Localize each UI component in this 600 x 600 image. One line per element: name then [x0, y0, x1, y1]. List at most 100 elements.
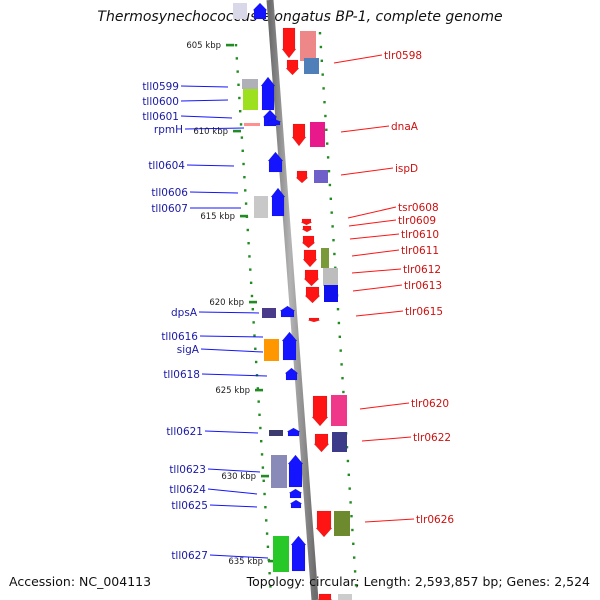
tick-mark — [329, 197, 332, 200]
gene-domain-box — [300, 31, 316, 61]
gene-arrow-forward — [295, 170, 309, 184]
gene-label-ispd: ispD — [395, 163, 418, 175]
tick-mark — [260, 440, 263, 443]
gene-domain-box — [242, 79, 258, 89]
tick-mark — [321, 73, 324, 76]
gene-label-tlr0611: tlr0611 — [401, 245, 439, 257]
leader-line — [198, 311, 260, 314]
gene-arrow-forward — [300, 218, 313, 226]
tick-mark — [261, 466, 265, 469]
tick-mark — [353, 556, 356, 559]
gene-label-tll0625: tll0625 — [171, 500, 208, 512]
gene-label-tlr0622: tlr0622 — [413, 432, 451, 444]
tick-mark — [326, 156, 330, 159]
tick-mark — [242, 162, 245, 166]
leader-line — [355, 310, 404, 317]
tick-mark — [260, 453, 264, 456]
tick-mark — [269, 585, 272, 588]
tick-mark — [348, 487, 351, 490]
tick-mark — [250, 294, 254, 298]
gene-domain-box — [314, 170, 328, 183]
gene-label-tll0601: tll0601 — [142, 111, 179, 123]
leader-line — [180, 115, 233, 119]
gene-arrow-reverse — [284, 367, 299, 381]
tick-mark — [326, 142, 329, 145]
scale-label: 635 kbp — [228, 557, 263, 567]
scale-label: 625 kbp — [215, 386, 250, 396]
gene-label-rpmh: rpmH — [154, 124, 183, 136]
gene-arrow-reverse — [286, 427, 301, 437]
gene-domain-box — [321, 248, 329, 268]
gene-domain-box — [244, 123, 260, 126]
leader-line — [364, 518, 415, 523]
tick-mark — [346, 459, 350, 463]
gene-arrow-reverse — [279, 305, 296, 318]
tick-mark — [236, 70, 239, 73]
gene-arrow-reverse — [270, 187, 286, 217]
gene-domain-box — [269, 430, 283, 436]
tick-mark — [319, 45, 323, 49]
tick-mark — [327, 170, 331, 173]
gene-label-tlr0598: tlr0598 — [384, 50, 422, 62]
gene-label-tll0624: tll0624 — [169, 484, 206, 496]
gene-arrow-reverse — [289, 499, 303, 509]
gene-label-siga: sigA — [177, 344, 200, 356]
gene-arrow-reverse — [267, 151, 284, 173]
gene-label-tll0623: tll0623 — [169, 464, 206, 476]
gene-arrow-forward — [313, 433, 330, 453]
leader-line — [180, 99, 229, 102]
gene-arrow-reverse — [288, 488, 303, 499]
leader-line — [361, 436, 412, 442]
leader-line — [347, 206, 397, 219]
leader-line — [200, 348, 264, 353]
gene-arrow-forward — [285, 59, 300, 76]
leader-line — [351, 268, 402, 274]
leader-line — [333, 54, 383, 64]
leader-line — [351, 249, 400, 257]
gene-domain-box — [262, 308, 276, 318]
tick-mark — [336, 308, 340, 311]
leader-line — [209, 554, 269, 559]
tick-mark — [339, 349, 342, 352]
tick-mark — [354, 584, 358, 587]
scale-label: 610 kbp — [193, 127, 228, 137]
leader-line — [340, 167, 394, 176]
scale-tick — [226, 43, 234, 47]
tick-mark — [247, 242, 250, 245]
tick-mark — [322, 87, 325, 90]
gene-label-tlr0626: tlr0626 — [416, 514, 454, 526]
tick-mark — [338, 335, 341, 338]
tick-mark — [350, 515, 353, 518]
gene-arrow-reverse — [260, 76, 276, 111]
gene-arrow-reverse — [266, 118, 282, 126]
map-title: Thermosynechococcus elongatus BP-1, comp… — [97, 9, 503, 25]
gene-label-tll0627: tll0627 — [171, 550, 208, 562]
tick-mark — [333, 252, 336, 256]
gene-domain-box — [233, 3, 247, 19]
gene-arrow-forward — [281, 27, 297, 59]
gene-arrow-reverse — [252, 2, 268, 20]
tick-mark — [264, 506, 267, 509]
genome-backbone — [266, 0, 319, 600]
leader-line — [204, 430, 259, 434]
gene-label-tll0600: tll0600 — [142, 96, 179, 108]
gene-label-tlr0615: tlr0615 — [405, 306, 443, 318]
gene-arrow-forward — [291, 123, 307, 147]
tick-mark — [258, 413, 261, 416]
gene-label-tll0618: tll0618 — [163, 369, 200, 381]
tick-mark — [263, 492, 266, 496]
tick-mark — [235, 57, 239, 60]
tick-mark — [244, 202, 248, 205]
leader-line — [348, 219, 397, 227]
tick-mark — [248, 255, 251, 258]
gene-label-tlr0609: tlr0609 — [398, 215, 436, 227]
gene-domain-box — [334, 511, 350, 536]
gene-label-tll0607: tll0607 — [151, 203, 188, 215]
leader-line — [359, 402, 410, 410]
tick-mark — [323, 101, 326, 104]
gene-domain-box — [331, 395, 347, 426]
tick-mark — [243, 176, 246, 179]
gene-domain-box — [254, 196, 268, 218]
tick-mark — [324, 114, 327, 118]
scale-tick — [233, 129, 241, 133]
